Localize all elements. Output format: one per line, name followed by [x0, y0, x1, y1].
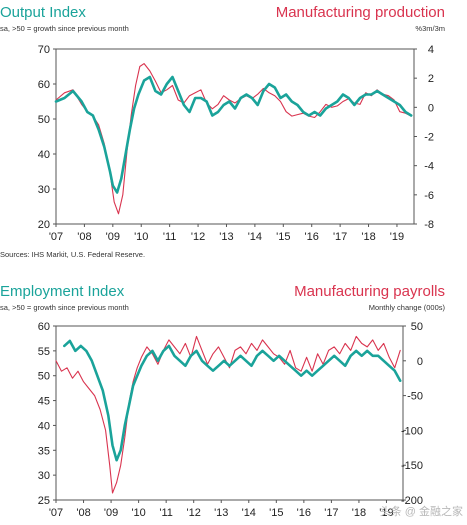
- right-axis-tick-label: -4: [424, 161, 434, 173]
- left-axis-tick-label: 20: [38, 219, 50, 231]
- x-axis-tick-label: '16: [297, 507, 311, 519]
- left-axis-tick-label: 60: [38, 321, 50, 333]
- right-axis-tick-label: 50: [411, 321, 423, 333]
- right-axis-tick-label: 4: [428, 44, 434, 56]
- x-axis-tick-label: '17: [324, 507, 338, 519]
- chart1-subtitle-left: sa, >50 = growth since previous month: [0, 24, 129, 33]
- right-axis-tick-label: -150: [401, 460, 423, 472]
- left-axis-tick-label: 55: [38, 346, 50, 358]
- chart2-subtitle-left: sa, >50 = growth since previous month: [0, 303, 129, 312]
- x-axis-tick-label: '19: [379, 507, 393, 519]
- x-axis-tick-label: '18: [352, 507, 366, 519]
- left-axis-tick-label: 50: [38, 371, 50, 383]
- watermark: 头条 @ 金融之家: [379, 506, 463, 518]
- x-axis-tick-label: '13: [219, 231, 233, 243]
- x-axis-tick-label: '11: [163, 231, 177, 243]
- x-axis-tick-label: '15: [269, 507, 283, 519]
- employment-index-chart: 25 30 35 40 45 50 55 60 -200 -150 -100 -50 0 50 '07 '08…: [38, 321, 423, 519]
- x-axis-tick-label: '08: [76, 507, 90, 519]
- economic-series-line: [55, 63, 412, 215]
- x-axis-tick-label: '10: [134, 231, 148, 243]
- chart1-title-right: Manufacturing production: [275, 4, 445, 21]
- right-axis-tick-label: 0: [417, 356, 423, 368]
- x-axis-tick-label: '07: [49, 231, 63, 243]
- output-index-chart: 20 30 40 50 60 70 -8 -6 -4 -2 0 2 4 '07 '08 '09 '10 '11 '1…: [38, 44, 434, 243]
- chart2-title-left: Employment Index: [0, 283, 125, 300]
- right-axis-tick-label: -50: [407, 391, 423, 403]
- index-series-line: [54, 75, 413, 194]
- economic-series-line: [55, 335, 401, 494]
- left-axis-tick-label: 35: [38, 445, 50, 457]
- x-axis-tick-label: '12: [187, 507, 201, 519]
- plot-frame: [55, 48, 415, 225]
- left-axis-tick-label: 40: [38, 420, 50, 432]
- left-axis-tick-label: 30: [38, 184, 50, 196]
- x-axis-tick-label: '09: [104, 507, 118, 519]
- x-axis-tick-label: '15: [276, 231, 290, 243]
- x-axis-tick-label: '18: [361, 231, 375, 243]
- left-axis-tick-label: 45: [38, 396, 50, 408]
- left-axis-tick-label: 25: [38, 495, 50, 507]
- right-axis-tick-label: -2: [424, 132, 434, 144]
- x-axis-tick-label: '13: [214, 507, 228, 519]
- x-axis-tick-label: '09: [106, 231, 120, 243]
- right-axis-tick-label: -100: [401, 425, 423, 437]
- x-axis-tick-label: '19: [390, 231, 404, 243]
- left-axis-tick-label: 60: [38, 79, 50, 91]
- left-axis-tick-label: 70: [38, 44, 50, 56]
- x-axis-tick-label: '10: [131, 507, 145, 519]
- right-axis-tick-label: 2: [428, 73, 434, 85]
- x-axis-tick-label: '07: [49, 507, 63, 519]
- plot-frame: [55, 325, 404, 501]
- chart2-title-right: Manufacturing payrolls: [294, 283, 445, 300]
- right-axis-tick-label: -6: [424, 190, 434, 202]
- left-axis-tick-label: 30: [38, 470, 50, 482]
- index-series-line: [63, 339, 402, 462]
- right-axis-tick-label: -8: [424, 219, 434, 231]
- source-note: Sources: IHS Markit, U.S. Federal Reserv…: [0, 250, 146, 259]
- x-axis-tick-label: '11: [159, 507, 173, 519]
- x-axis-tick-label: '17: [333, 231, 347, 243]
- chart2-subtitle-right: Monthly change (000s): [368, 303, 445, 312]
- x-axis-tick-label: '12: [191, 231, 205, 243]
- right-axis-tick-label: 0: [428, 102, 434, 114]
- x-axis-tick-label: '14: [248, 231, 262, 243]
- x-axis-tick-label: '14: [242, 507, 256, 519]
- x-axis-tick-label: '08: [77, 231, 91, 243]
- right-axis-tick-label: -200: [401, 495, 423, 507]
- left-axis-tick-label: 50: [38, 114, 50, 126]
- left-axis-tick-label: 40: [38, 149, 50, 161]
- chart1-subtitle-right: %3m/3m: [415, 24, 445, 33]
- chart1-title-left: Output Index: [0, 4, 86, 21]
- x-axis-tick-label: '16: [305, 231, 319, 243]
